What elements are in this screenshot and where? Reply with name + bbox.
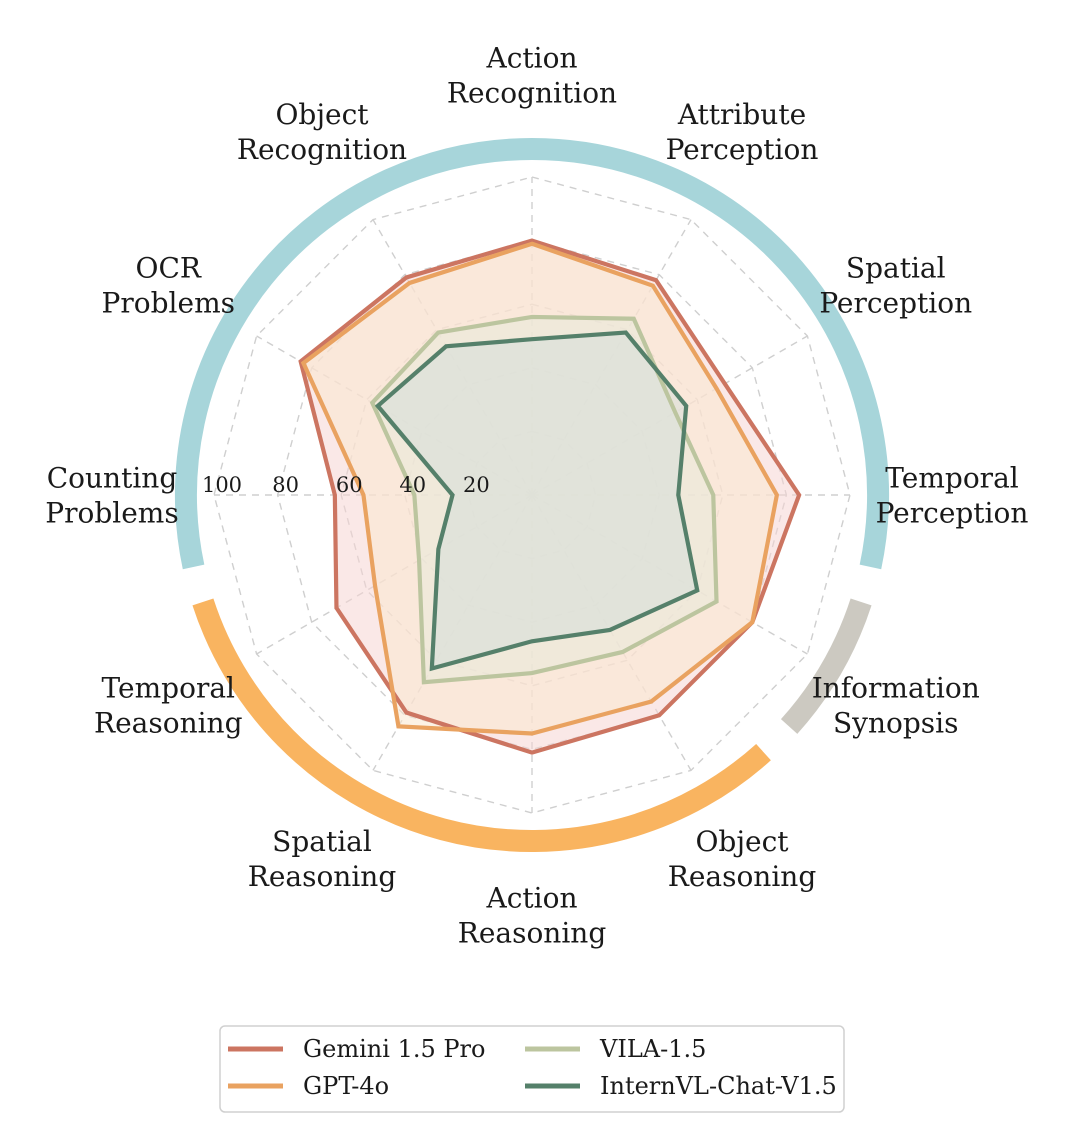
axis-label-line: Perception bbox=[876, 497, 1029, 530]
axis-label-spatial-reasoning: Spatial Reasoning bbox=[248, 825, 397, 893]
axis-label-line: Action bbox=[486, 882, 578, 915]
axis-label-object-recognition: Object Recognition bbox=[237, 98, 407, 166]
tick-label-40: 40 bbox=[399, 473, 426, 497]
legend-label-internvl-chat-v1-5: InternVL-Chat-V1.5 bbox=[600, 1072, 837, 1100]
series-fill-internvl-chat-v1-5 bbox=[377, 332, 698, 669]
axis-label-line: Temporal bbox=[102, 672, 235, 705]
axis-label-ocr-problems: OCR Problems bbox=[102, 252, 235, 320]
axis-label-line: Reasoning bbox=[458, 917, 607, 950]
tick-label-100: 100 bbox=[202, 473, 242, 497]
axis-label-temporal-reasoning: Temporal Reasoning bbox=[94, 672, 243, 740]
axis-label-line: Object bbox=[275, 98, 369, 131]
axis-label-line: Object bbox=[695, 825, 789, 858]
axis-label-action-reasoning: Action Reasoning bbox=[458, 882, 607, 950]
axis-label-line: Synopsis bbox=[833, 707, 959, 740]
tick-labels: 20 40 60 80 100 bbox=[202, 473, 490, 497]
axis-label-line: Temporal bbox=[885, 462, 1018, 495]
category-arc-perception bbox=[175, 138, 889, 570]
series-line-gpt-4o bbox=[300, 241, 780, 736]
axis-label-line: Problems bbox=[45, 497, 178, 530]
axis-label-line: Reasoning bbox=[668, 860, 817, 893]
axis-label-line: Counting bbox=[47, 462, 178, 495]
axis-label-object-reasoning: Object Reasoning bbox=[668, 825, 817, 893]
axis-label-line: Reasoning bbox=[248, 860, 397, 893]
legend-box bbox=[219, 1025, 845, 1113]
axis-label-line: Recognition bbox=[447, 77, 617, 110]
axis-label-temporal-perception: Temporal Perception bbox=[876, 462, 1029, 530]
axis-label-line: OCR bbox=[136, 252, 202, 285]
axis-label-line: Information bbox=[812, 672, 980, 705]
axis-label-line: Problems bbox=[102, 287, 235, 320]
series-line-vila-1-5 bbox=[369, 314, 719, 685]
category-arcs bbox=[175, 138, 889, 852]
axis-label-line: Attribute bbox=[677, 98, 806, 131]
axis-label-line: Perception bbox=[819, 287, 972, 320]
axis-label-line: Action bbox=[486, 42, 578, 75]
category-arc-reasoning bbox=[192, 598, 771, 852]
series-line-internvl-chat-v1-5 bbox=[374, 330, 700, 672]
axis-label-spatial-perception: Spatial Perception bbox=[819, 252, 972, 320]
legend-label-gpt-4o: GPT-4o bbox=[303, 1072, 389, 1100]
axis-label-attribute-perception: Attribute Perception bbox=[666, 98, 819, 166]
legend: Gemini 1.5 Pro VILA-1.5 GPT-4o InternVL-Cha… bbox=[219, 1025, 845, 1113]
axis-label-line: Perception bbox=[666, 133, 819, 166]
axis-label-counting-problems: Counting Problems bbox=[45, 462, 178, 530]
legend-label-gemini-1-5-pro: Gemini 1.5 Pro bbox=[303, 1035, 485, 1063]
tick-label-80: 80 bbox=[272, 473, 299, 497]
category-arc-synopsis bbox=[780, 598, 872, 734]
axis-label-line: Reasoning bbox=[94, 707, 243, 740]
tick-label-20: 20 bbox=[463, 473, 490, 497]
axis-label-action-recognition: Action Recognition bbox=[447, 42, 617, 110]
tick-label-60: 60 bbox=[336, 473, 363, 497]
axis-label-information-synopsis: Information Synopsis bbox=[812, 672, 980, 740]
legend-label-vila-1-5: VILA-1.5 bbox=[599, 1035, 706, 1063]
axis-label-line: Spatial bbox=[846, 252, 946, 285]
series-layer bbox=[298, 238, 802, 755]
series-line-gemini-1-5-pro bbox=[298, 238, 802, 755]
axis-label-line: Recognition bbox=[237, 133, 407, 166]
axis-label-line: Spatial bbox=[272, 825, 372, 858]
